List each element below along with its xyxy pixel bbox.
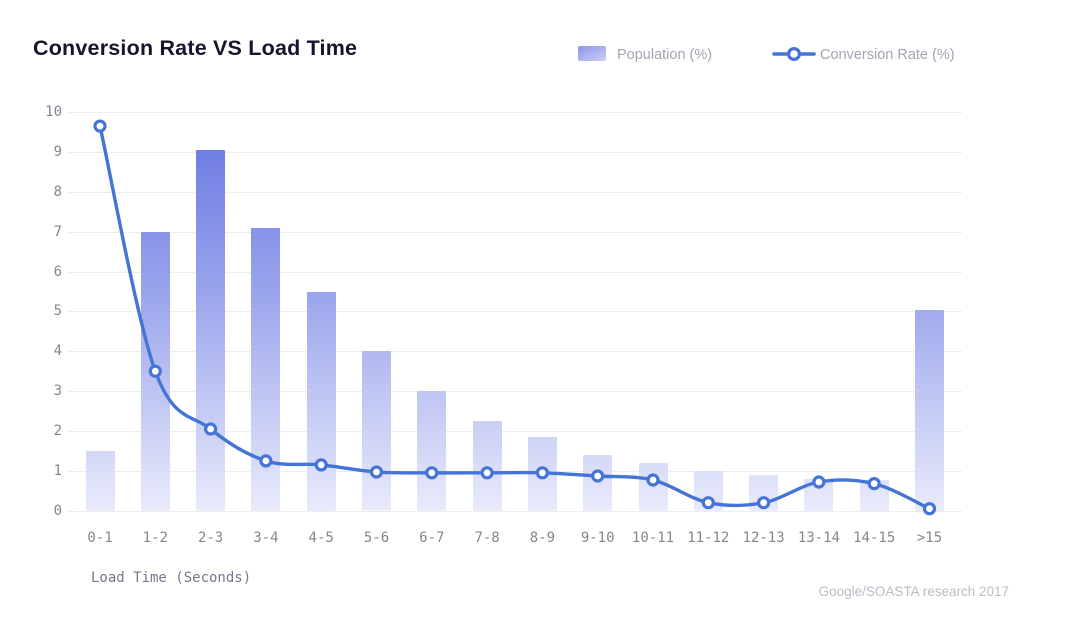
x-tick-label: 7-8 <box>474 530 500 546</box>
x-tick-label: 10-11 <box>631 530 675 546</box>
population-bar <box>693 470 723 511</box>
grid-line <box>68 510 962 512</box>
population-bar <box>472 421 502 511</box>
y-tick-label: 7 <box>53 223 62 240</box>
y-tick-label: 1 <box>53 462 62 479</box>
conversion-marker <box>93 119 107 133</box>
x-axis-title: Load Time (Seconds) <box>91 570 252 586</box>
x-tick-label: 2-3 <box>197 530 224 546</box>
chart-title: Conversion Rate VS Load Time <box>33 36 358 60</box>
x-tick-label: 8-9 <box>529 530 556 546</box>
population-bar <box>915 309 944 511</box>
x-tick-label: 13-14 <box>797 530 840 546</box>
population-bar <box>417 391 447 511</box>
x-tick-label: 12-13 <box>742 530 785 546</box>
legend: Population (%) Conversion Rate (%) <box>0 0 1081 80</box>
legend-label-population: Population (%) <box>617 47 713 63</box>
y-tick-label: 4 <box>53 343 62 360</box>
x-tick-label: 0-1 <box>87 530 113 546</box>
legend-label-conversion: Conversion Rate (%) <box>820 47 955 63</box>
x-tick-label: 14-15 <box>853 530 896 546</box>
attribution-text: Google/SOASTA research 2017 <box>818 584 1009 599</box>
y-tick-label: 5 <box>53 303 62 320</box>
population-bar <box>85 450 115 511</box>
x-tick-label: 6-7 <box>419 530 445 546</box>
y-tick-label: 3 <box>53 383 62 400</box>
x-tick-label: >15 <box>916 530 943 546</box>
x-tick-label: 11-12 <box>687 530 730 546</box>
x-tick-label: 5-6 <box>363 530 390 546</box>
x-tick-label: 4-5 <box>308 530 334 546</box>
y-tick-label: 2 <box>53 423 62 439</box>
y-tick-label: 8 <box>53 183 62 200</box>
conversion-line-marker-icon <box>772 46 816 62</box>
population-bar <box>638 462 668 511</box>
y-tick-label: 6 <box>53 263 62 280</box>
y-tick-label: 9 <box>53 144 62 160</box>
population-bar <box>306 291 336 511</box>
population-swatch-icon <box>578 46 606 61</box>
population-bar <box>196 150 226 511</box>
x-tick-label: 3-4 <box>253 530 279 546</box>
x-tick-label: 1-2 <box>142 530 168 546</box>
population-bar <box>140 231 170 511</box>
population-bar <box>583 454 613 511</box>
population-bar <box>749 474 779 511</box>
grid-line <box>68 112 962 114</box>
x-tick-label: 9-10 <box>580 530 615 546</box>
y-tick-label: 0 <box>53 502 62 519</box>
population-bar <box>251 227 281 511</box>
y-tick-label: 10 <box>45 104 62 121</box>
population-bar <box>859 479 889 511</box>
population-bar <box>527 437 557 511</box>
population-bar <box>804 478 834 511</box>
population-bar <box>362 351 391 511</box>
